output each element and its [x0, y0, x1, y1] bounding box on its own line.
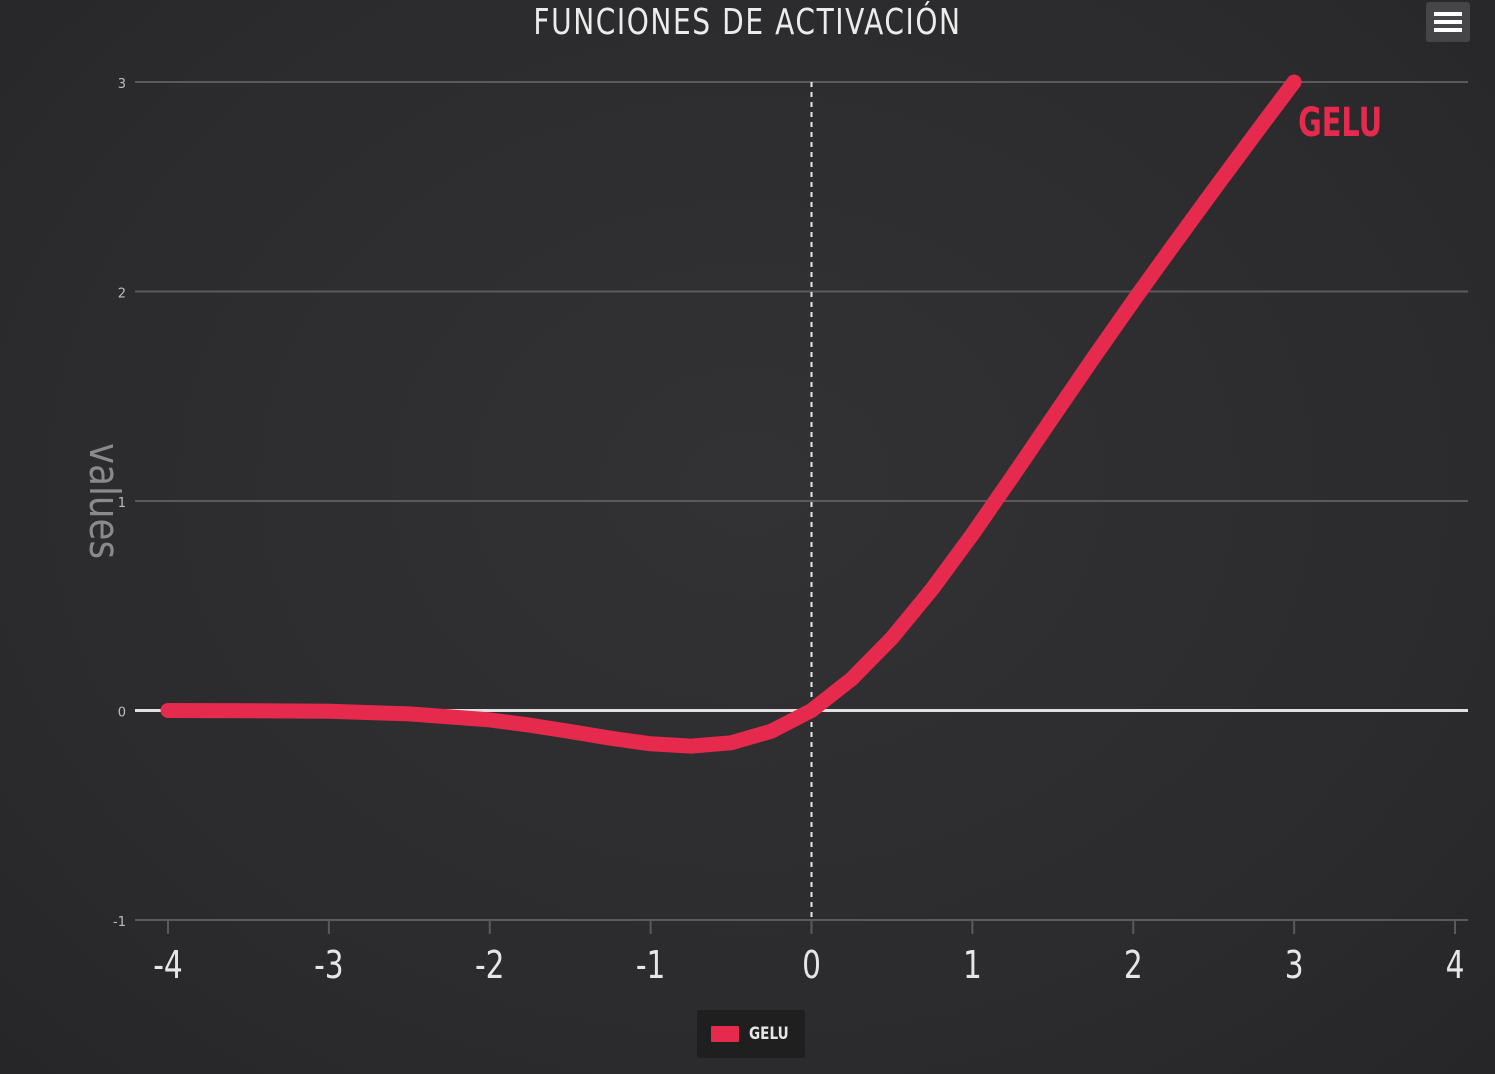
x-tick-label: -1	[636, 943, 666, 988]
x-tick-label: 0	[802, 943, 821, 988]
y-tick-label: 0	[118, 706, 126, 721]
x-tick-label: -4	[153, 943, 183, 988]
series-annotation-label: GELU	[1298, 100, 1382, 146]
x-tick-label: 2	[1124, 943, 1143, 988]
legend-label-gelu: GELU	[749, 1024, 789, 1044]
y-tick-label: 2	[118, 287, 126, 302]
x-tick-label: -2	[475, 943, 505, 988]
y-axis-label: values	[79, 443, 127, 559]
x-tick-label: 1	[963, 943, 982, 988]
y-tick-label: -1	[113, 915, 126, 930]
legend[interactable]: GELU	[697, 1010, 805, 1058]
series-line-gelu	[160, 74, 1302, 754]
hamburger-menu-icon	[1434, 12, 1462, 32]
x-tick-label: 4	[1446, 943, 1465, 988]
x-tick-label: 3	[1285, 943, 1304, 988]
chart-title: FUNCIONES DE ACTIVACIÓN	[533, 2, 962, 43]
chart-menu-button[interactable]	[1426, 2, 1470, 42]
y-tick-label: 3	[118, 77, 126, 92]
x-tick-label: -3	[314, 943, 344, 988]
legend-swatch-gelu	[711, 1026, 739, 1042]
y-tick-label: 1	[118, 496, 126, 511]
